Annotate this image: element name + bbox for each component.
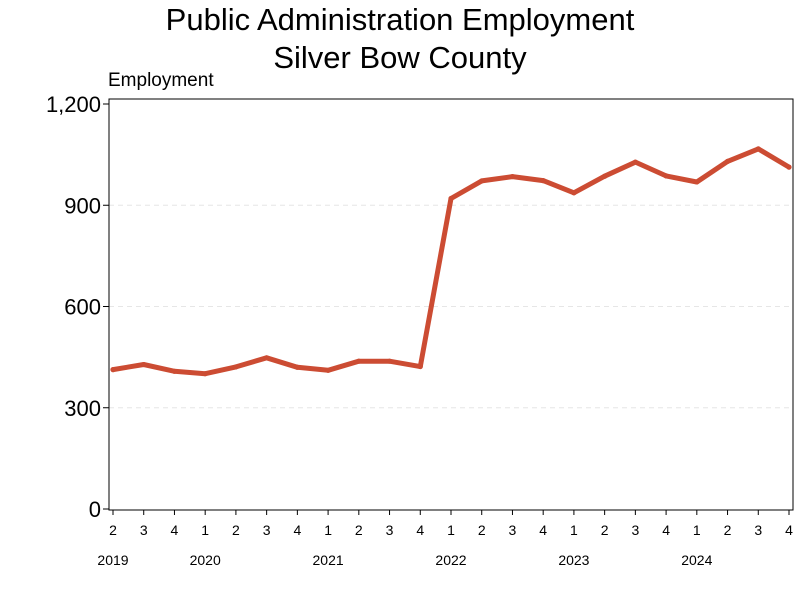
x-tick-label: 4 — [171, 522, 179, 538]
data-point — [786, 164, 792, 170]
year-label: 2023 — [558, 552, 589, 568]
data-point — [479, 178, 485, 184]
data-point — [141, 361, 147, 368]
x-tick-label: 2 — [724, 522, 732, 538]
x-tick-label: 3 — [263, 522, 271, 538]
x-tick-label: 4 — [416, 522, 424, 538]
data-point — [294, 364, 300, 370]
x-axis: 2 3 4 1 2 3 4 1 2 3 4 1 2 3 4 1 2 3 4 1 2 3 4 2019 2020 2021 2022 2… — [97, 510, 793, 568]
data-point — [755, 146, 761, 152]
data-point — [264, 355, 270, 361]
data-point — [694, 179, 700, 185]
x-tick-label: 1 — [693, 522, 701, 538]
x-tick-label: 3 — [386, 522, 394, 538]
y-tick-label: 300 — [64, 396, 101, 421]
x-tick-label: 3 — [631, 522, 639, 538]
chart-title: Public Administration Employment — [166, 2, 635, 37]
data-point — [448, 195, 454, 202]
series-line — [110, 146, 792, 377]
chart-subtitle: Silver Bow County — [273, 40, 527, 75]
plot-frame — [108, 98, 794, 511]
x-tick-label: 1 — [201, 522, 209, 538]
year-label: 2022 — [435, 552, 466, 568]
data-point — [386, 358, 393, 364]
year-label: 2019 — [97, 552, 128, 568]
x-tick-label: 3 — [140, 522, 148, 538]
x-tick-label: 2 — [478, 522, 486, 538]
x-tick-label: 2 — [355, 522, 363, 538]
data-point — [724, 158, 731, 164]
x-tick-label: 4 — [785, 522, 793, 538]
year-label: 2024 — [681, 552, 712, 568]
x-tick-label: 4 — [293, 522, 301, 538]
y-tick-label: 600 — [64, 295, 101, 320]
data-point — [202, 371, 208, 377]
data-point — [571, 190, 577, 196]
x-tick-label: 2 — [601, 522, 609, 538]
y-tick-label: 900 — [64, 193, 101, 218]
data-point — [540, 178, 546, 184]
x-tick-label: 1 — [324, 522, 332, 538]
data-point — [171, 368, 178, 374]
y-tick-label: 1,200 — [46, 92, 101, 117]
x-tick-label: 2 — [109, 522, 117, 538]
data-point — [417, 363, 423, 370]
x-tick-label: 4 — [662, 522, 670, 538]
x-tick-label: 2 — [232, 522, 240, 538]
data-point — [233, 364, 239, 370]
data-point — [602, 173, 608, 179]
x-tick-label: 1 — [447, 522, 455, 538]
data-point — [509, 173, 516, 180]
data-point — [110, 367, 116, 373]
year-label: 2021 — [313, 552, 344, 568]
x-tick-label: 3 — [509, 522, 517, 538]
x-tick-label: 3 — [754, 522, 762, 538]
gridlines — [109, 204, 793, 409]
series-group — [110, 146, 792, 377]
y-tick-label: 0 — [89, 497, 101, 522]
data-point — [663, 173, 669, 179]
x-tick-label: 1 — [570, 522, 578, 538]
data-point — [632, 159, 638, 165]
data-point — [356, 358, 362, 364]
y-axis-label: Employment — [108, 70, 214, 91]
x-tick-label: 4 — [539, 522, 547, 538]
y-axis: 0 300 600 900 1,200 — [46, 92, 109, 522]
year-label: 2020 — [190, 552, 221, 568]
data-point — [325, 367, 331, 373]
